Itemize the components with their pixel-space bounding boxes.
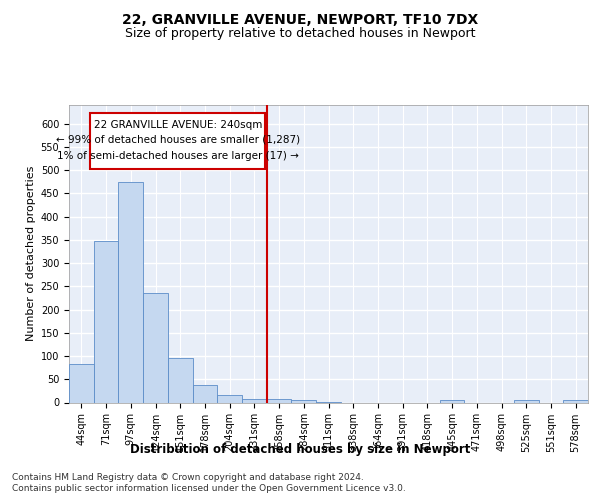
Bar: [292, 400, 316, 402]
Y-axis label: Number of detached properties: Number of detached properties: [26, 166, 37, 342]
Text: ← 99% of detached houses are smaller (1,287): ← 99% of detached houses are smaller (1,…: [56, 135, 300, 145]
Bar: [69, 364, 94, 403]
Text: 1% of semi-detached houses are larger (17) →: 1% of semi-detached houses are larger (1…: [57, 150, 299, 160]
Bar: [143, 294, 168, 403]
Text: Contains HM Land Registry data © Crown copyright and database right 2024.: Contains HM Land Registry data © Crown c…: [12, 472, 364, 482]
FancyBboxPatch shape: [90, 113, 265, 168]
Text: Contains public sector information licensed under the Open Government Licence v3: Contains public sector information licen…: [12, 484, 406, 493]
Text: 22 GRANVILLE AVENUE: 240sqm: 22 GRANVILLE AVENUE: 240sqm: [94, 120, 262, 130]
Bar: [242, 399, 267, 402]
Bar: [94, 240, 118, 402]
Bar: [118, 182, 143, 402]
Bar: [514, 400, 539, 402]
Bar: [168, 358, 193, 403]
Bar: [440, 400, 464, 402]
Bar: [563, 400, 588, 402]
Bar: [193, 386, 217, 402]
Text: 22, GRANVILLE AVENUE, NEWPORT, TF10 7DX: 22, GRANVILLE AVENUE, NEWPORT, TF10 7DX: [122, 12, 478, 26]
Bar: [267, 399, 292, 402]
Bar: [217, 395, 242, 402]
Text: Distribution of detached houses by size in Newport: Distribution of detached houses by size …: [130, 442, 470, 456]
Text: Size of property relative to detached houses in Newport: Size of property relative to detached ho…: [125, 28, 475, 40]
